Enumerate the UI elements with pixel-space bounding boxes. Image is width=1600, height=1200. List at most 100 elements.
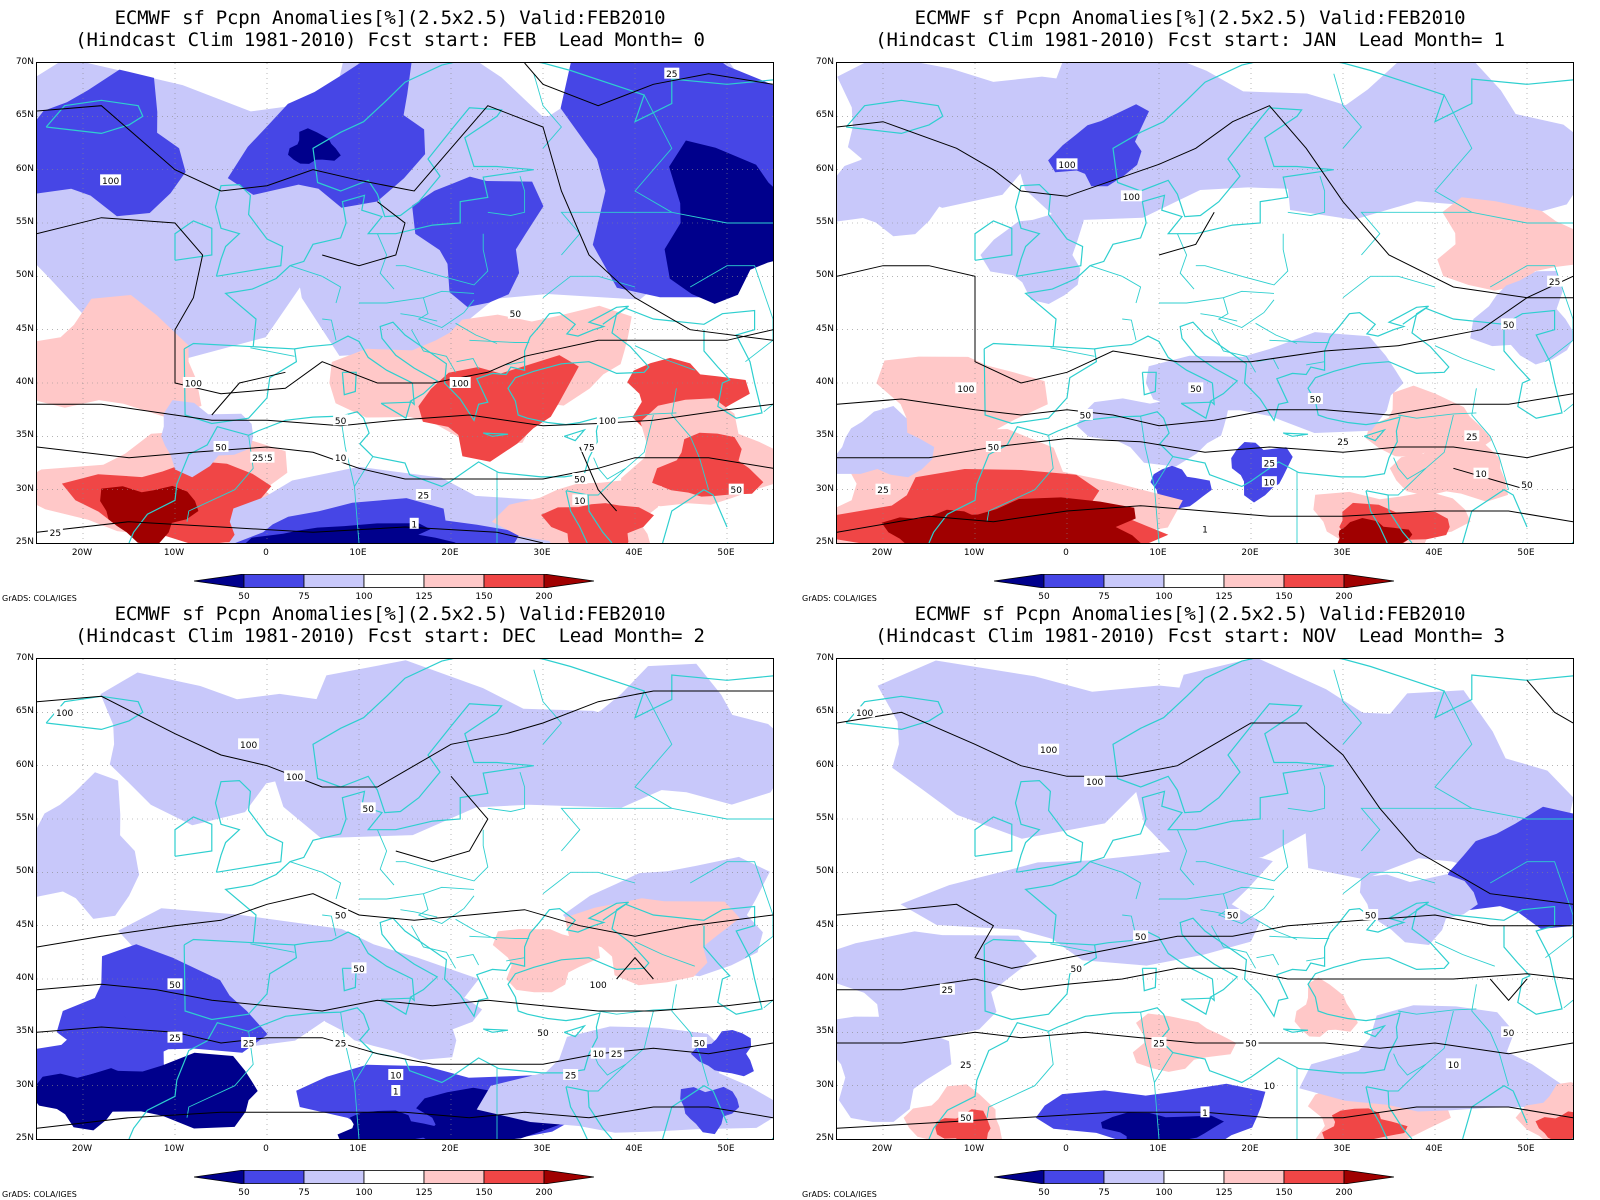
legend-label: 125: [415, 1188, 433, 1198]
panel-title-line1: ECMWF sf Pcpn Anomalies[%](2.5x2.5) Vali…: [114, 7, 666, 29]
lat-label: 65N: [15, 706, 34, 717]
lon-label: 50E: [1517, 548, 1535, 558]
legend-label: 200: [535, 592, 553, 602]
contour-label: 25: [942, 986, 953, 996]
border-line: [469, 935, 530, 939]
lat-label: 50N: [815, 866, 834, 877]
border-line: [322, 914, 337, 937]
coastline: [483, 432, 509, 437]
contour-label-bg: [333, 1037, 349, 1048]
contour-label-bg: [333, 414, 349, 426]
legend-swatch: [194, 574, 245, 588]
contour-label: 100: [452, 380, 469, 390]
coastline: [224, 659, 773, 943]
contour-label-bg: [587, 978, 609, 990]
border-line: [986, 1031, 1054, 1118]
legend-swatch: [994, 574, 1045, 588]
contour-label-bg: [507, 307, 523, 319]
contour-label-bg: [939, 983, 955, 995]
contour-label: 50: [1245, 1040, 1257, 1050]
legend-swatch: [363, 574, 425, 588]
border-line: [1256, 953, 1279, 966]
contour-label: 25: [418, 492, 429, 502]
map-panel-dec: ECMWF sf Pcpn Anomalies[%](2.5x2.5) Vali…: [0, 596, 780, 1199]
contour-label: 25: [611, 1050, 622, 1060]
contour-line: [37, 446, 773, 480]
contour-label-bg: [535, 1026, 551, 1038]
border-line: [376, 233, 395, 290]
lon-label: 20W: [871, 1144, 893, 1154]
lon-label: 10W: [963, 548, 985, 558]
contour-label: 100: [1040, 746, 1057, 756]
border-line: [1287, 175, 1326, 216]
border-line: [727, 818, 773, 820]
anomaly-region: [900, 846, 1273, 966]
coastline: [565, 490, 613, 543]
coastline: [563, 1024, 587, 1038]
coastline: [1283, 432, 1309, 437]
lon-label: 10W: [963, 1144, 985, 1154]
contour-label-bg: [563, 1069, 579, 1080]
coastline: [983, 342, 1098, 425]
map-svg: 100 100 100 50 50 25 50 50 25 10 1 50 10 25 50 50: [837, 659, 1573, 1139]
panel-title-line2: (Hindcast Clim 1981-2010) Fcst start: DE…: [75, 625, 705, 647]
contour-line: [837, 105, 1573, 299]
border-line: [634, 690, 673, 809]
border-line: [506, 361, 525, 366]
map-area: 25 25 100 100 100 50 50 50 25 10 25 1 100 75 50 10 50 25: [36, 62, 774, 544]
anomaly-region: [837, 406, 935, 478]
legend-swatch: [423, 574, 485, 588]
contour-label: 50: [988, 444, 1000, 454]
border-line: [542, 275, 636, 299]
border-line: [533, 669, 562, 745]
lon-label: 0: [1063, 548, 1069, 558]
anomaly-region: [314, 987, 483, 1060]
border-line: [593, 1010, 654, 1076]
lon-label: 20E: [1241, 1144, 1259, 1154]
contour-label: 50: [730, 486, 742, 496]
border-line: [469, 339, 530, 343]
lon-label: 50E: [1517, 1144, 1535, 1154]
contour-label: 25: [1549, 278, 1560, 288]
contour-label-bg: [1519, 478, 1535, 490]
contour-label: 25: [666, 70, 677, 80]
legend-label: 75: [1098, 592, 1110, 602]
coastline: [128, 305, 650, 543]
coastline: [1462, 488, 1528, 543]
contour-line: [1158, 212, 1215, 256]
contour-label-bg: [1038, 743, 1060, 755]
border-line: [1089, 265, 1142, 304]
border-line: [1050, 943, 1095, 953]
anomaly-region: [440, 305, 632, 406]
contour-label: 25: [1153, 1040, 1164, 1050]
lat-label: 35N: [815, 430, 834, 441]
panel-title-line2: (Hindcast Clim 1981-2010) Fcst start: NO…: [875, 625, 1505, 647]
lat-label: 40N: [815, 973, 834, 983]
anomaly-region: [690, 1030, 754, 1077]
legend-label: 150: [475, 1188, 493, 1198]
legend-label: 50: [1038, 592, 1050, 602]
border-line: [1527, 222, 1573, 224]
panel-title-line1: ECMWF sf Pcpn Anomalies[%](2.5x2.5) Vali…: [914, 7, 1466, 29]
contour-label-bg: [1133, 930, 1149, 942]
border-line: [411, 329, 456, 373]
grads-credit: GrADS: COLA/IGES: [2, 1190, 77, 1199]
contour-label-bg: [1077, 409, 1093, 420]
lon-label: 0: [263, 1144, 269, 1154]
lat-label: 35N: [815, 1026, 834, 1037]
contour-label: 1: [411, 520, 417, 530]
contour-label: 50: [169, 981, 181, 991]
coastline: [214, 779, 284, 873]
contour-label: 100: [102, 177, 119, 187]
border-line: [1195, 233, 1289, 286]
contour-label: 50: [1070, 965, 1082, 975]
coastline: [1024, 659, 1573, 943]
contour-label-bg: [360, 802, 376, 814]
border-line: [1217, 297, 1275, 329]
lat-label: 55N: [815, 217, 834, 227]
contour-label-bg: [985, 441, 1001, 452]
border-line: [1211, 329, 1256, 373]
contour-line: [211, 371, 286, 416]
coastline: [45, 695, 144, 731]
